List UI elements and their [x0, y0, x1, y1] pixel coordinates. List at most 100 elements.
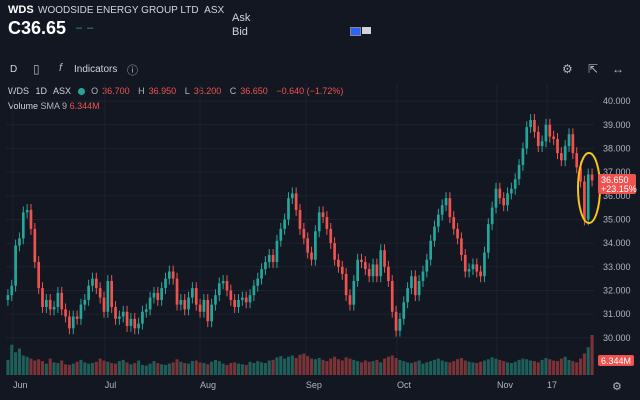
chart-toolbar: D ▯ f Indicators ⓘ ⚙ ⇱ ↔	[0, 58, 640, 80]
legend-interval: 1D	[35, 86, 48, 96]
volume-bar	[25, 356, 29, 375]
fullscreen-icon[interactable]: ⇱	[588, 62, 599, 76]
candle-body	[133, 318, 137, 329]
candle-body	[171, 271, 175, 279]
volume-bar	[521, 358, 525, 375]
volume-bar	[309, 358, 314, 375]
candle-body	[183, 299, 187, 310]
volume-bar	[325, 361, 329, 375]
volume-bar	[536, 362, 540, 375]
ask-label: Ask	[232, 12, 251, 24]
volume-bar	[475, 363, 479, 375]
bid-label: Bid	[232, 26, 248, 38]
volume-bar	[513, 361, 517, 375]
flag-icon	[350, 27, 361, 36]
candle-body	[71, 316, 75, 329]
candle-body	[544, 124, 548, 142]
volume-bar	[379, 362, 383, 375]
candle-body	[325, 217, 329, 229]
volume-label: Volume	[8, 101, 39, 111]
volume-bar	[87, 363, 91, 375]
candle-body	[41, 288, 44, 308]
volume-bar	[367, 361, 371, 375]
candle-body	[502, 198, 506, 206]
info-icon[interactable]: ⓘ	[127, 65, 138, 77]
function-icon[interactable]: f	[59, 62, 63, 74]
volume-bar	[271, 359, 275, 375]
candle-body	[244, 297, 248, 303]
volume-bar	[98, 358, 102, 375]
legend-high: 36.950	[148, 86, 177, 96]
gear-icon[interactable]: ⚙	[562, 62, 573, 76]
volume-bar	[67, 364, 71, 375]
volume-bar	[56, 363, 60, 375]
volume-bar	[375, 359, 379, 375]
candle-body	[475, 264, 479, 272]
settings-icon[interactable]: ⚙	[612, 381, 622, 393]
volume-bar	[333, 356, 337, 375]
candle-body	[321, 212, 325, 218]
candle-body	[56, 292, 60, 308]
candle-body	[337, 259, 340, 267]
candle-body	[279, 228, 283, 241]
volume-bar	[529, 360, 533, 375]
volume-bar	[194, 360, 198, 375]
volume-bar	[394, 357, 398, 375]
volume-bar	[260, 362, 264, 375]
volume-bar	[505, 362, 510, 375]
volume-bar	[102, 360, 106, 375]
candle-body	[121, 311, 125, 317]
candle-body	[152, 292, 156, 298]
volume-bar	[482, 360, 487, 375]
candle-body	[429, 240, 433, 260]
price-tick: 36.000	[603, 191, 631, 201]
time-tick: Jun	[13, 380, 28, 390]
candle-body	[333, 243, 336, 260]
candle-body	[237, 299, 240, 308]
candle-body	[406, 288, 409, 303]
volume-bar	[17, 348, 21, 375]
volume-bar	[279, 356, 283, 375]
time-tick: 17	[547, 380, 557, 390]
legend-open: 36.700	[102, 86, 130, 96]
candle-body	[363, 262, 367, 270]
candlestick-icon[interactable]: ▯	[33, 62, 40, 76]
ticker-symbol[interactable]: WDS	[8, 4, 34, 16]
square-icon	[362, 27, 371, 34]
volume-bar	[444, 361, 448, 375]
volume-bar	[336, 359, 340, 375]
candle-body	[498, 188, 502, 199]
volume-bar	[344, 357, 348, 375]
candle-body	[37, 262, 41, 289]
company-name: WOODSIDE ENERGY GROUP LTD ASX	[38, 5, 225, 16]
candle-body	[314, 231, 317, 260]
price-badge-change: +23.15%	[601, 184, 637, 194]
candle-body	[271, 254, 275, 263]
volume-bar	[75, 361, 79, 375]
volume-bar	[167, 363, 171, 375]
price-tick: 35.000	[603, 214, 631, 224]
indicators-button[interactable]: Indicators	[74, 64, 118, 75]
candle-body	[191, 288, 194, 298]
candle-body	[125, 311, 129, 326]
volume-bar	[352, 359, 356, 375]
volume-bar	[448, 362, 452, 375]
expand-icon[interactable]: ↔	[612, 62, 624, 76]
candle-body	[25, 209, 29, 213]
interval-button[interactable]: D	[10, 64, 18, 75]
candle-body	[360, 259, 363, 263]
candle-body	[356, 259, 359, 281]
price-tick: 32.000	[603, 285, 631, 295]
volume-bar	[14, 352, 18, 375]
volume-bar	[313, 359, 317, 375]
candle-body	[486, 224, 490, 253]
volume-bar	[94, 361, 98, 375]
volume-bar	[456, 359, 460, 375]
volume-bar	[263, 363, 267, 375]
volume-bar	[567, 359, 571, 375]
volume-sma-label: SMA 9	[40, 101, 68, 111]
candle-body	[221, 280, 225, 284]
volume-bar	[502, 361, 506, 375]
candle-body	[18, 238, 21, 246]
